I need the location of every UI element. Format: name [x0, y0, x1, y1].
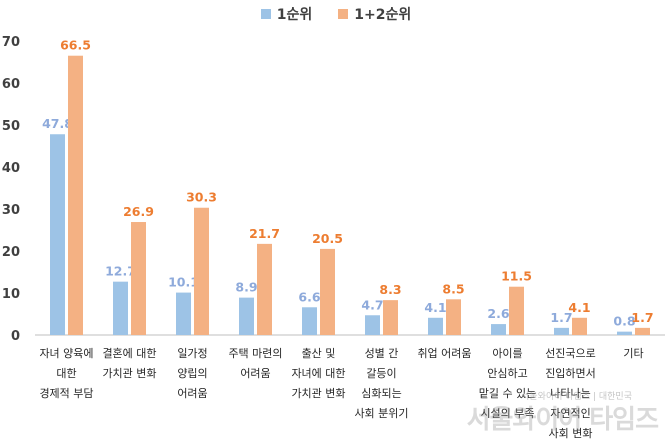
data-label-series-2: 21.7: [249, 226, 280, 241]
y-tick-label: 70: [2, 35, 20, 50]
data-label-series-1: 1.7: [550, 310, 572, 325]
x-tick-label: 대한: [56, 367, 76, 380]
legend-label-series-2: 1+2순위: [354, 7, 412, 23]
x-tick-label: 기타: [623, 347, 643, 360]
watermark: 서울와이어 타임즈: [466, 405, 659, 435]
bar-series-2: [572, 317, 587, 335]
bar-series-2: [635, 327, 650, 335]
x-tick-label: 사회 분위기: [354, 407, 408, 420]
watermark-small: 서울와이어 타임즈 | 대한민국: [521, 392, 632, 402]
x-tick-label: 출산 및: [302, 347, 336, 360]
y-tick-label: 10: [2, 287, 20, 302]
x-tick-label: 자녀 양육에: [39, 347, 93, 360]
bar-series-1: [428, 317, 443, 335]
bar-series-1: [617, 331, 632, 335]
bar-series-2: [383, 300, 398, 335]
y-tick-label: 50: [2, 119, 20, 134]
x-tick-label: 맡길 수 있는: [479, 387, 537, 400]
legend-item-series-2: 1+2순위: [338, 4, 411, 24]
x-tick-label: 주택 마련의: [228, 347, 282, 360]
bar-series-1: [113, 281, 128, 335]
data-label-series-1: 6.6: [298, 289, 320, 304]
y-tick-label: 60: [2, 77, 20, 92]
bar-series-2: [194, 207, 209, 335]
bar-series-1: [365, 315, 380, 335]
data-label-series-2: 8.5: [442, 281, 464, 296]
x-tick-label: 성별 간: [365, 347, 399, 360]
x-tick-label: 가치관 변화: [102, 367, 156, 380]
x-tick-label: 시설의 부족: [480, 407, 534, 420]
data-label-series-2: 4.1: [568, 300, 590, 315]
x-tick-label: 어려움: [177, 387, 207, 400]
data-label-series-2: 11.5: [501, 269, 532, 284]
x-tick-label: 일가정: [177, 346, 207, 360]
bar-series-1: [176, 292, 191, 335]
x-tick-label: 진입하면서: [545, 366, 596, 380]
data-label-series-1: 4.1: [424, 300, 446, 315]
y-tick-label: 40: [2, 161, 20, 176]
data-label-series-1: 4.7: [361, 297, 383, 312]
data-label-series-2: 30.3: [186, 190, 217, 205]
bar-series-1: [239, 297, 254, 335]
x-tick-label: 사회 변화: [549, 427, 593, 440]
x-tick-label: 안심하고: [487, 366, 527, 380]
data-label-series-1: 12.7: [105, 264, 136, 279]
x-tick-label: 양립의: [177, 367, 207, 380]
bar-series-2: [509, 286, 524, 335]
bar-series-1: [50, 134, 65, 335]
bar-series-1: [554, 327, 569, 335]
x-tick-label: 결혼에 대한: [102, 347, 156, 360]
y-tick-label: 0: [11, 329, 20, 344]
x-tick-label: 어려움: [240, 367, 270, 380]
data-label-series-2: 8.3: [379, 282, 401, 297]
bar-series-1: [491, 324, 506, 335]
data-label-series-2: 20.5: [312, 231, 343, 246]
x-tick-label: 선진국으로: [545, 347, 596, 360]
data-label-series-2: 1.7: [631, 310, 653, 325]
y-tick-label: 20: [2, 245, 20, 260]
data-label-series-1: 10.1: [168, 275, 199, 290]
bar-series-1: [302, 307, 317, 335]
y-tick-label: 30: [2, 203, 20, 218]
data-label-series-1: 0.8: [613, 314, 635, 329]
legend-swatch-series-2: [338, 9, 349, 19]
x-tick-label: 아이를: [492, 347, 522, 360]
bar-series-2: [68, 55, 83, 335]
x-tick-label: 경제적 부담: [39, 387, 93, 400]
bar-series-2: [131, 222, 146, 335]
x-tick-label: 자연적인: [550, 407, 590, 420]
legend-label-series-1: 1순위: [276, 7, 313, 23]
x-tick-label: 갈등이: [366, 366, 396, 380]
legend-item-series-1: 1순위: [260, 4, 313, 24]
x-tick-label: 취업 어려움: [417, 347, 471, 360]
bar-series-2: [320, 248, 335, 335]
bar-series-2: [446, 299, 461, 335]
data-label-series-2: 66.5: [60, 38, 91, 53]
data-label-series-1: 2.6: [487, 306, 509, 321]
legend-swatch-series-1: [260, 9, 271, 19]
data-label-series-1: 47.8: [42, 116, 73, 131]
data-label-series-2: 26.9: [123, 204, 154, 219]
legend: 1순위 1+2순위: [0, 4, 672, 24]
x-tick-label: 나타나는: [550, 387, 590, 400]
x-tick-label: 가치관 변화: [291, 387, 345, 400]
data-label-series-1: 8.9: [235, 280, 257, 295]
x-tick-label: 자녀에 대한: [291, 367, 345, 380]
bar-series-2: [257, 243, 272, 335]
x-tick-label: 심화되는: [361, 387, 401, 400]
